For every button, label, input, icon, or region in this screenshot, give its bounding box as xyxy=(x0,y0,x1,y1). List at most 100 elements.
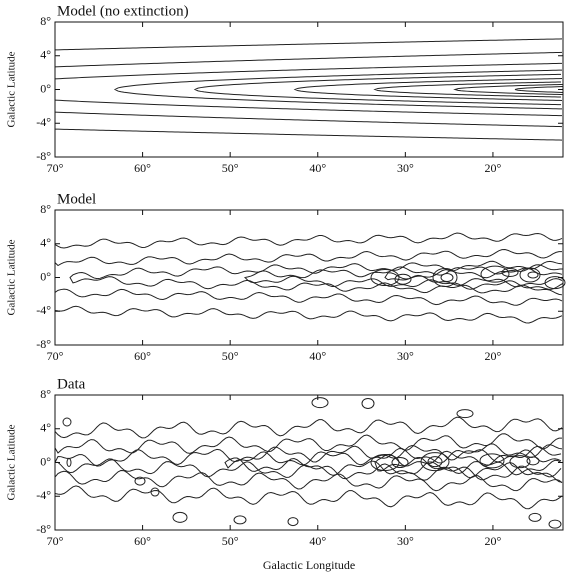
contour-loop xyxy=(509,455,531,469)
contour-line xyxy=(54,443,563,467)
contour-loop xyxy=(440,273,454,282)
y-tick-label: 4° xyxy=(40,421,51,435)
contour-loop xyxy=(526,456,540,466)
x-tick-label: 30° xyxy=(397,161,414,175)
x-tick-label: 70° xyxy=(47,349,64,363)
x-tick-label: 60° xyxy=(134,534,151,548)
contour-loop xyxy=(427,456,443,468)
contour-line xyxy=(69,260,563,296)
contour-loop xyxy=(548,519,562,529)
contour-line xyxy=(54,99,563,117)
x-axis-label: Galactic Longitude xyxy=(263,558,355,572)
contour-line xyxy=(54,458,563,483)
panel-title: Model (no extinction) xyxy=(57,3,189,19)
contour-loop xyxy=(528,512,542,522)
contour-loop xyxy=(527,271,539,279)
x-tick-label: 60° xyxy=(134,161,151,175)
x-tick-label: 40° xyxy=(309,534,326,548)
contour-loop xyxy=(150,487,160,497)
panel-title: Model xyxy=(57,191,96,207)
x-tick-label: 30° xyxy=(397,349,414,363)
contour-loop xyxy=(480,265,510,283)
y-tick-label: 0° xyxy=(40,81,51,95)
y-tick-label: -8° xyxy=(36,337,51,351)
contour-line xyxy=(373,81,562,98)
y-tick-label: -4° xyxy=(36,303,51,317)
contour-line xyxy=(54,416,563,439)
contour-loop xyxy=(420,452,450,472)
y-axis-label: Galactic Latitude xyxy=(6,424,18,500)
contour-line xyxy=(54,111,563,128)
contour-line xyxy=(54,232,563,249)
contour-loop xyxy=(361,397,375,409)
contour-line xyxy=(54,62,563,80)
x-tick-label: 50° xyxy=(222,534,239,548)
x-tick-label: 70° xyxy=(47,534,64,548)
contour-loop xyxy=(172,511,188,523)
contour-loop xyxy=(66,458,72,467)
contour-line xyxy=(54,249,563,267)
panel-title: Data xyxy=(57,376,86,392)
x-tick-label: 60° xyxy=(134,349,151,363)
contour-line xyxy=(113,69,563,110)
contour-line xyxy=(54,469,563,492)
y-tick-label: -8° xyxy=(36,522,51,536)
contour-loop xyxy=(62,417,72,427)
contour-line xyxy=(374,449,562,476)
contours xyxy=(54,232,566,324)
y-tick-label: 8° xyxy=(40,14,51,28)
y-tick-label: -8° xyxy=(36,149,51,163)
contour-line xyxy=(54,485,563,510)
contour-loop xyxy=(501,267,519,277)
y-tick-label: 0° xyxy=(40,269,51,283)
contour-line xyxy=(54,38,563,51)
contour-loop xyxy=(479,453,505,469)
x-tick-label: 70° xyxy=(47,161,64,175)
x-tick-label: 20° xyxy=(485,161,502,175)
x-tick-label: 20° xyxy=(485,349,502,363)
x-tick-label: 40° xyxy=(309,349,326,363)
y-tick-label: -4° xyxy=(36,488,51,502)
contour-loop xyxy=(456,409,474,419)
x-tick-label: 20° xyxy=(485,534,502,548)
y-tick-label: 4° xyxy=(40,48,51,62)
contours xyxy=(54,38,564,141)
contour-loop xyxy=(391,457,409,468)
y-tick-label: 4° xyxy=(40,236,51,250)
y-tick-label: 8° xyxy=(40,387,51,401)
contour-line xyxy=(193,73,562,106)
x-tick-label: 40° xyxy=(309,161,326,175)
contour-line xyxy=(453,83,564,96)
y-tick-label: 0° xyxy=(40,454,51,468)
contour-line xyxy=(54,305,563,324)
contour-line xyxy=(54,51,563,68)
contour-line xyxy=(54,128,563,141)
contour-loop xyxy=(370,269,400,286)
y-tick-label: 8° xyxy=(40,202,51,216)
contour-loop xyxy=(544,276,566,290)
contour-line xyxy=(293,78,563,101)
contour-loop xyxy=(394,273,412,285)
contour-line xyxy=(224,445,562,479)
plot-frame xyxy=(54,21,564,158)
x-tick-label: 30° xyxy=(397,534,414,548)
contour-loop xyxy=(432,268,458,287)
contour-loop xyxy=(134,476,146,486)
contour-line xyxy=(514,86,564,93)
x-tick-label: 50° xyxy=(222,349,239,363)
contour-loop xyxy=(287,517,299,527)
x-tick-label: 50° xyxy=(222,161,239,175)
plot-frame xyxy=(54,394,564,531)
contour-loop xyxy=(311,397,329,409)
contour-loop xyxy=(233,515,247,525)
contour-loop xyxy=(519,267,541,283)
y-tick-label: -4° xyxy=(36,115,51,129)
contour-loop xyxy=(370,454,400,471)
contour-line xyxy=(54,433,563,454)
contour-line xyxy=(244,264,564,290)
contours xyxy=(54,397,563,529)
y-axis-label: Galactic Latitude xyxy=(6,239,18,315)
y-axis-label: Galactic Latitude xyxy=(6,51,18,127)
contour-line xyxy=(54,288,563,306)
